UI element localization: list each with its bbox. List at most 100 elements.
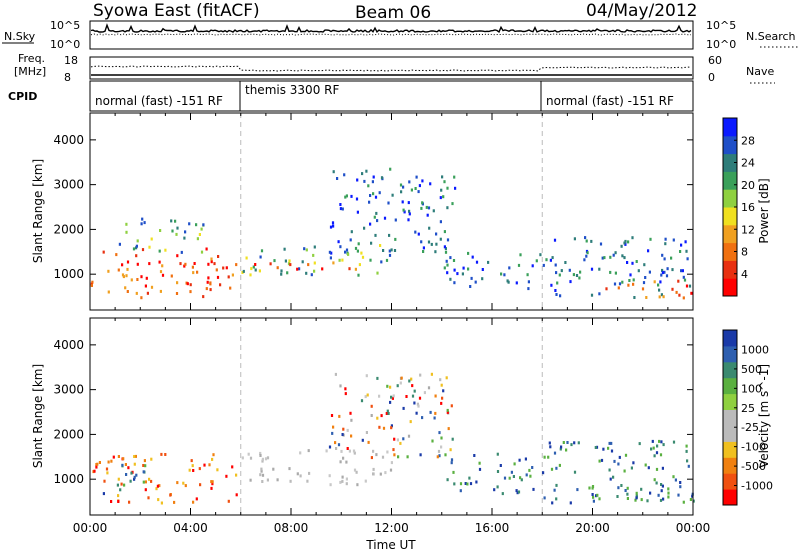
echo-cell bbox=[345, 248, 349, 252]
echo-cell bbox=[626, 486, 629, 490]
echo-cell bbox=[623, 241, 626, 245]
echo-cell bbox=[685, 449, 688, 453]
echo-cell bbox=[344, 387, 347, 391]
echo-cell bbox=[261, 459, 264, 463]
echo-cell bbox=[344, 250, 347, 254]
echo-cell bbox=[426, 213, 429, 217]
echo-cell bbox=[612, 475, 615, 479]
echo-cell bbox=[678, 293, 681, 297]
echo-cell bbox=[345, 194, 348, 198]
echo-cell bbox=[191, 464, 194, 468]
echo-cell bbox=[148, 477, 151, 481]
echo-cell bbox=[453, 268, 456, 272]
echo-cell bbox=[287, 262, 291, 266]
beam-label: Beam 06 bbox=[355, 3, 431, 23]
echo-cell bbox=[420, 240, 423, 244]
echo-cell bbox=[616, 495, 619, 498]
colorbar-segment bbox=[723, 135, 737, 155]
echo-cell bbox=[434, 394, 437, 398]
echo-cell bbox=[417, 404, 420, 408]
echo-cell bbox=[624, 453, 628, 457]
noise-tick-low-left: 10^0 bbox=[50, 38, 80, 51]
colorbar-segment bbox=[723, 393, 737, 410]
echo-cell bbox=[235, 493, 238, 497]
echo-cell bbox=[175, 292, 179, 295]
echo-cell bbox=[685, 249, 688, 253]
echo-cell bbox=[663, 270, 666, 274]
echo-cell bbox=[345, 477, 348, 481]
echo-cell bbox=[356, 210, 359, 214]
echo-cell bbox=[280, 269, 283, 273]
echo-cell bbox=[641, 287, 645, 291]
echo-cell bbox=[355, 197, 359, 201]
echo-cell bbox=[450, 404, 453, 408]
echo-cell bbox=[388, 249, 391, 253]
echo-cell bbox=[640, 487, 643, 491]
echo-cell bbox=[600, 458, 604, 462]
echo-cell bbox=[107, 290, 110, 294]
echo-cell bbox=[195, 497, 198, 501]
power-y-axis-label: Slant Range [km] bbox=[31, 159, 45, 263]
echo-cell bbox=[341, 433, 344, 436]
echo-cell bbox=[332, 224, 335, 228]
echo-cell bbox=[598, 267, 601, 271]
echo-cell bbox=[235, 473, 238, 477]
echo-cell bbox=[396, 384, 399, 388]
echo-cell bbox=[478, 461, 481, 465]
echo-cell bbox=[610, 449, 614, 453]
echo-cell bbox=[661, 271, 664, 275]
power-colorbar: 28 24 20 16 12 8 4 bbox=[722, 117, 755, 297]
echo-cell bbox=[558, 273, 561, 277]
echo-cell bbox=[348, 267, 351, 271]
echo-cell bbox=[339, 203, 342, 206]
echo-cell bbox=[136, 278, 139, 281]
echo-cell bbox=[130, 278, 133, 282]
echo-cell bbox=[110, 500, 113, 503]
echo-cell bbox=[627, 283, 630, 287]
echo-cell bbox=[213, 262, 216, 266]
echo-cell bbox=[388, 233, 391, 237]
echo-cell bbox=[459, 489, 462, 493]
echo-cell bbox=[144, 284, 147, 288]
echo-cell bbox=[573, 470, 577, 474]
colorbar-segment bbox=[723, 489, 737, 506]
echo-cell bbox=[454, 186, 457, 190]
colorbar-segment bbox=[723, 224, 737, 244]
echo-cell bbox=[466, 482, 469, 486]
echo-cell bbox=[184, 230, 187, 234]
echo-cell bbox=[185, 281, 188, 285]
echo-cell bbox=[525, 473, 528, 477]
echo-cell bbox=[429, 410, 432, 414]
echo-cell bbox=[431, 439, 434, 443]
echo-cell bbox=[660, 293, 663, 297]
echo-cell bbox=[661, 484, 664, 488]
echo-cell bbox=[588, 486, 591, 490]
echo-cell bbox=[115, 253, 118, 257]
noise-trace bbox=[90, 23, 692, 36]
echo-cell bbox=[542, 471, 545, 475]
echo-cell bbox=[176, 254, 179, 258]
echo-cell bbox=[427, 206, 431, 210]
echo-cell bbox=[307, 263, 310, 267]
echo-cell bbox=[671, 287, 674, 291]
echo-cell bbox=[325, 449, 328, 453]
echo-cell bbox=[585, 254, 588, 258]
echo-cell bbox=[621, 280, 624, 284]
echo-cell bbox=[379, 244, 382, 247]
echo-cell bbox=[205, 247, 208, 251]
echo-cell bbox=[419, 373, 422, 377]
echo-cell bbox=[207, 276, 210, 280]
echo-cell bbox=[640, 498, 643, 502]
echo-cell bbox=[499, 464, 502, 467]
echo-cell bbox=[649, 491, 652, 495]
echo-cell bbox=[385, 412, 388, 415]
echo-cell bbox=[608, 468, 611, 472]
echo-cell bbox=[679, 250, 682, 253]
echo-cell bbox=[249, 456, 253, 460]
echo-cell bbox=[554, 289, 557, 292]
echo-cell bbox=[210, 480, 213, 484]
echo-cell bbox=[508, 266, 511, 270]
echo-cell bbox=[573, 237, 576, 241]
echo-cell bbox=[602, 447, 605, 451]
echo-cell bbox=[140, 296, 143, 300]
